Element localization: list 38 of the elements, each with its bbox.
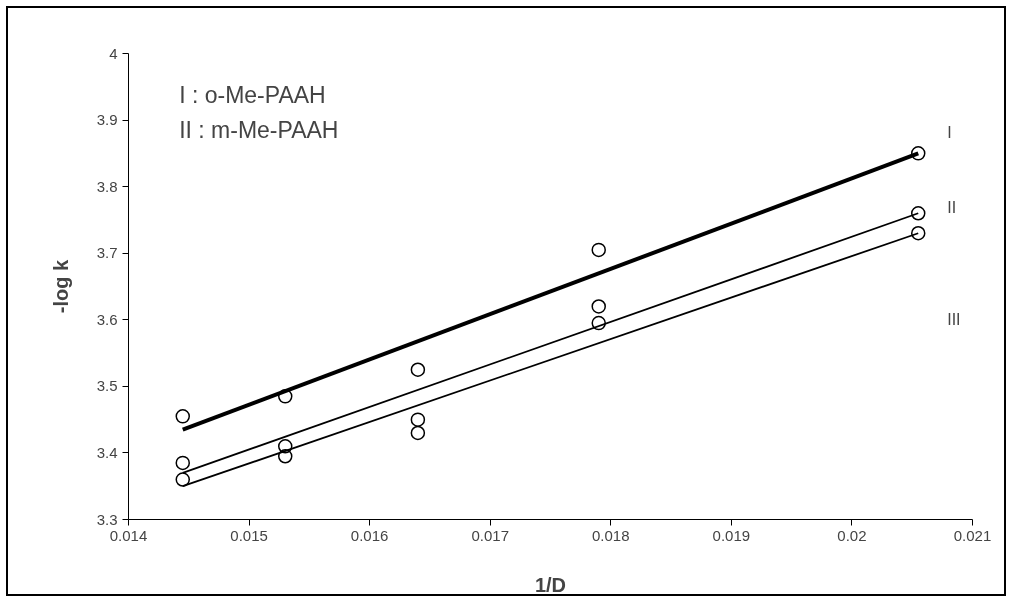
x-tick-label: 0.015 [230, 526, 268, 544]
point [175, 409, 191, 424]
y-tick-label: 3.7 [96, 244, 118, 262]
annotation: I : o-Me-PAAH [179, 82, 326, 109]
point [277, 389, 293, 404]
annotation: II : m-Me-PAAH [179, 117, 339, 144]
point [910, 206, 926, 221]
y-tick-label: 3.3 [96, 510, 118, 528]
point [410, 412, 426, 427]
annotation: II [947, 198, 957, 216]
point [277, 449, 293, 464]
y-tick-label: 3.5 [96, 377, 118, 395]
point [591, 299, 606, 314]
x-tick-label: 0.018 [592, 526, 630, 544]
y-tick-label: 3.6 [96, 310, 118, 328]
point [175, 455, 191, 471]
x-tick-label: 0.02 [837, 526, 867, 544]
point [910, 146, 926, 161]
point [277, 439, 293, 454]
point [175, 472, 191, 487]
x-tick-label: 0.014 [109, 526, 148, 544]
annotation: I [947, 124, 952, 142]
point [591, 242, 606, 258]
x-tick-label: 0.021 [953, 526, 992, 544]
y-tick-label: 3.9 [96, 111, 118, 129]
x-tick-label: 0.019 [712, 526, 751, 544]
y-tick-label: 3.8 [96, 177, 118, 195]
point [910, 226, 926, 241]
annotation: III [947, 310, 961, 328]
x-tick-label: 0.017 [471, 526, 509, 544]
x-tick-label: 0.016 [350, 526, 389, 544]
y-tick-label: 4 [109, 44, 118, 62]
y-axis-title: -log k [49, 258, 72, 314]
y-tick-label: 3.4 [96, 443, 118, 461]
point [410, 425, 426, 441]
x-axis-title: 1/D [534, 573, 567, 596]
point [591, 315, 606, 331]
point [410, 362, 426, 377]
